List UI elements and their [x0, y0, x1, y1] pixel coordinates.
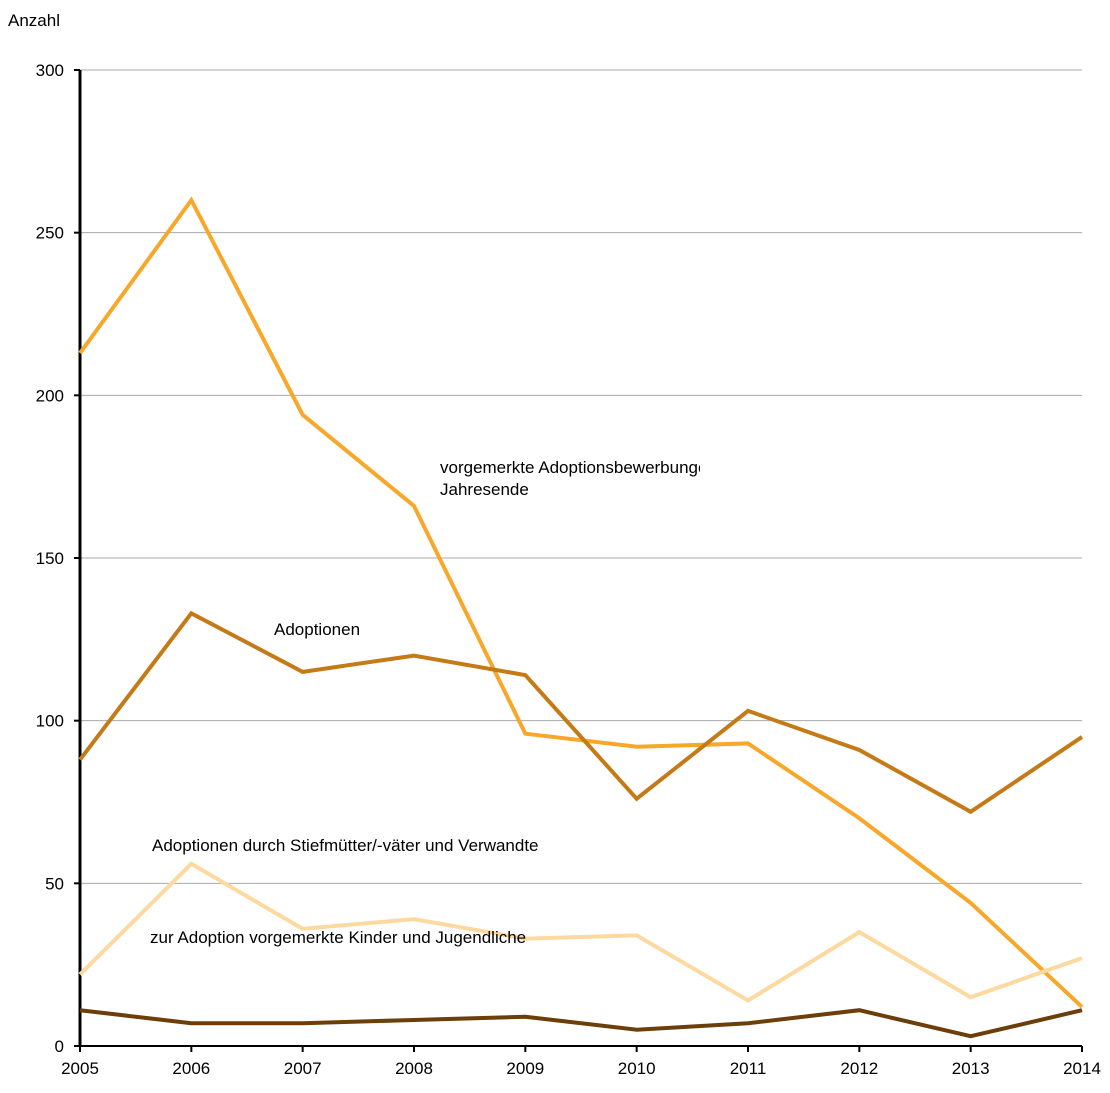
x-tick-label: 2009	[506, 1059, 544, 1078]
y-axis-label: Anzahl	[8, 11, 60, 30]
x-tick-label: 2006	[172, 1059, 210, 1078]
y-tick-label: 100	[36, 712, 64, 731]
y-tick-label: 200	[36, 386, 64, 405]
x-tick-label: 2014	[1063, 1059, 1101, 1078]
x-tick-label: 2008	[395, 1059, 433, 1078]
series-label-text: Adoptionen durch Stiefmütter/-väter und …	[152, 836, 539, 855]
series-label-text: vorgemerkte Adoptionsbewerbungen am Jahr…	[440, 458, 700, 499]
series-label: Adoptionen	[274, 620, 361, 639]
y-tick-label: 0	[55, 1037, 64, 1056]
x-tick-label: 2007	[284, 1059, 322, 1078]
y-tick-label: 150	[36, 549, 64, 568]
x-tick-label: 2005	[61, 1059, 99, 1078]
series-label: Adoptionen durch Stiefmütter/-väter und …	[152, 836, 539, 855]
series-label-text: zur Adoption vorgemerkte Kinder und Juge…	[150, 928, 527, 947]
x-tick-label: 2013	[952, 1059, 990, 1078]
y-tick-label: 50	[45, 874, 64, 893]
series-label: vorgemerkte Adoptionsbewerbungen am Jahr…	[440, 458, 700, 499]
series-line	[78, 610, 1084, 815]
series-line	[78, 196, 1084, 1009]
x-tick-label: 2010	[618, 1059, 656, 1078]
series-label: zur Adoption vorgemerkte Kinder und Juge…	[150, 928, 527, 947]
x-tick-label: 2012	[840, 1059, 878, 1078]
y-tick-label: 300	[36, 61, 64, 80]
x-tick-label: 2011	[730, 1059, 767, 1078]
series-line	[79, 1008, 1083, 1039]
y-tick-label: 250	[36, 224, 64, 243]
series-label-text: Adoptionen	[274, 620, 361, 639]
series-line	[78, 861, 1083, 1003]
